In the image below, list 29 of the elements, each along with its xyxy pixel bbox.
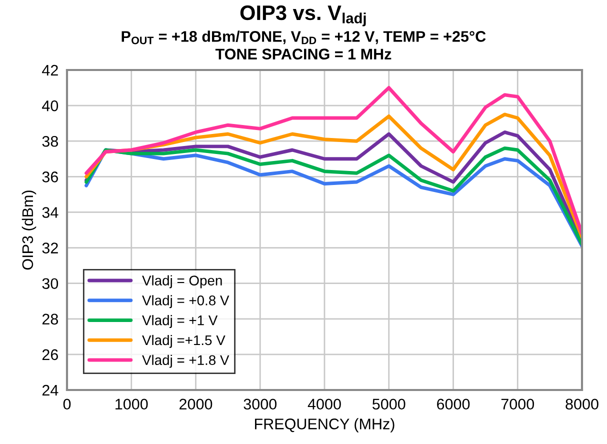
legend-label: Vladj = +1 V [142, 315, 218, 328]
legend-label: Vladj = +0.8 V [142, 295, 230, 308]
x-tick-label: 6000 [437, 398, 470, 410]
legend-label: Vladj = Open [142, 275, 222, 288]
y-tick-label: 34 [42, 207, 58, 218]
x-axis-title: FREQUENCY (MHz) [255, 418, 394, 432]
x-tick-label: 4000 [308, 398, 341, 410]
x-tick-label: 2000 [180, 398, 212, 410]
x-tick-label: 5000 [372, 398, 406, 410]
y-tick-label: 32 [42, 242, 58, 254]
y-tick-label: 24 [42, 384, 58, 396]
y-tick-label: 42 [42, 64, 58, 76]
y-tick-label: 28 [42, 314, 58, 325]
x-tick-label: 3000 [244, 398, 277, 410]
y-axis-title: OIP3 (dBm) [22, 190, 36, 270]
x-tick-label: 0 [63, 398, 71, 410]
x-tick-label: 7000 [501, 398, 534, 410]
legend-label: Vladj = +1.8 V [142, 354, 230, 368]
line-series [84, 86, 582, 236]
chart-title: OIP3 vs. V$_{ladj}$ [240, 5, 366, 26]
y-tick-label: 40 [42, 100, 58, 112]
legend-label: Vladj =+1.5 V [142, 334, 226, 348]
y-tick-label: 38 [42, 136, 58, 147]
x-tick-label: 8000 [566, 398, 598, 410]
x-tick-label: 1000 [116, 398, 148, 410]
y-tick-label: 36 [42, 172, 58, 182]
y-tick-label: 30 [42, 278, 58, 290]
chart-subtitle: P$_{OUT}$ = +18 dBm/TONE, V$_{DD}$ = +12 V, TEMP = +25°C TONE SPACING = 1 MHz [122, 30, 486, 60]
y-tick-label: 26 [42, 349, 58, 360]
